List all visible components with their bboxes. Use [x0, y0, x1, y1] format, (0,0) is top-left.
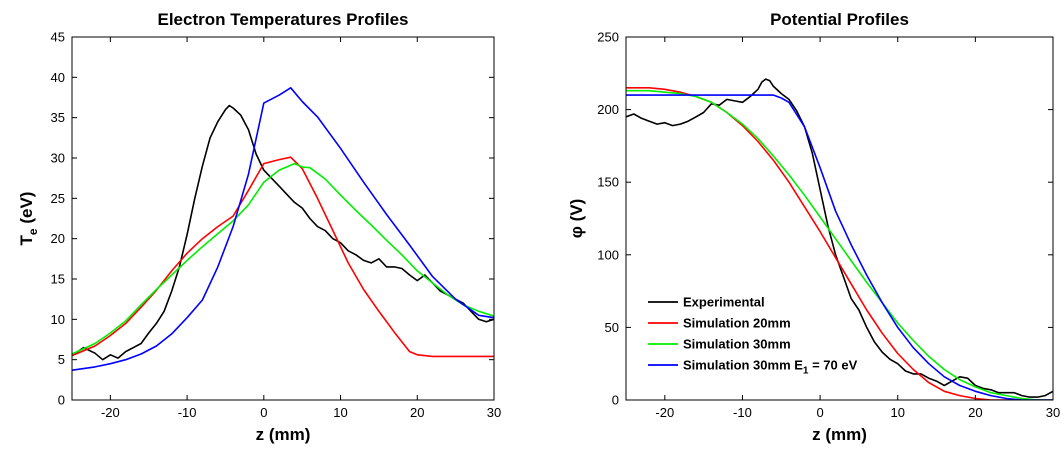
y-tick-label: 10: [51, 312, 65, 327]
legend: Experimental Simulation 20mm Simulation 30…: [648, 295, 858, 377]
series-line-4: [626, 94, 1053, 400]
series-line-4: [72, 87, 494, 371]
chart-title: Electron Temperatures Profiles: [158, 10, 409, 29]
y-tick-label: 0: [58, 393, 65, 408]
y-axis-label-sub: e: [26, 228, 40, 235]
y-axis-label-main: T: [17, 234, 36, 245]
y-tick-label: 20: [51, 231, 65, 246]
y-axis-label: φ (V): [567, 199, 586, 239]
x-tick-label: 10: [890, 405, 904, 420]
x-tick-label: 30: [487, 405, 501, 420]
x-axis-label: z (mm): [256, 425, 311, 444]
x-tick-label: 10: [333, 405, 347, 420]
chart-1: -20 -10 0 10 20 30 0 5 10 15 20 25 30 35 40 45 Electron …: [17, 10, 501, 444]
x-tick-label: -10: [733, 405, 752, 420]
y-tick-label: 25: [51, 191, 65, 206]
legend-entry-main: Simulation 30mm E: [683, 358, 803, 373]
legend-entry: Simulation 20mm: [683, 316, 791, 331]
series-line-3: [626, 89, 1053, 400]
x-axis-label: z (mm): [812, 425, 867, 444]
chart-2: -20 -10 0 10 20 30 0 50 100 150 200 250 Potential Pr…: [567, 10, 1060, 444]
y-tick-label: 30: [51, 151, 65, 166]
x-tick-label: 0: [816, 405, 823, 420]
y-tick-label: 100: [597, 247, 619, 262]
legend-entry-suffix: = 70 eV: [808, 358, 857, 373]
x-tick-label: 30: [1046, 405, 1060, 420]
x-tick-label: 20: [968, 405, 982, 420]
legend-entry: Simulation 30mm E1 = 70 eV: [683, 358, 858, 377]
y-tick-label: 5: [58, 352, 65, 367]
series-group: [626, 78, 1053, 400]
series-line-3: [72, 162, 494, 355]
chart-title: Potential Profiles: [770, 10, 909, 29]
x-tick-label: -20: [101, 405, 120, 420]
y-tick-label: 15: [51, 272, 65, 287]
y-tick-label: 0: [612, 393, 619, 408]
y-tick-label: 50: [605, 320, 619, 335]
legend-entry-sub: 1: [803, 366, 809, 377]
x-tick-label: 0: [260, 405, 267, 420]
series-line-2: [72, 156, 494, 358]
y-tick-label: 40: [51, 70, 65, 85]
x-tick-label: 20: [410, 405, 424, 420]
y-axis-label-unit: (eV): [17, 192, 36, 229]
y-tick-label: 150: [597, 175, 619, 190]
y-tick-label: 200: [597, 102, 619, 117]
y-tick-label: 45: [51, 30, 65, 45]
series-line-1: [626, 78, 1053, 398]
y-tick-label: 35: [51, 110, 65, 125]
x-tick-label: -20: [655, 405, 674, 420]
axes-frame: [625, 36, 1054, 401]
series-group: [72, 87, 494, 371]
legend-entry: Simulation 30mm: [683, 337, 791, 352]
legend-entry: Experimental: [683, 295, 765, 310]
x-tick-label: -10: [178, 405, 197, 420]
axes-frame: [71, 36, 495, 401]
y-tick-label: 250: [597, 30, 619, 45]
y-axis-label: Te (eV): [17, 192, 40, 246]
series-line-1: [72, 104, 494, 361]
